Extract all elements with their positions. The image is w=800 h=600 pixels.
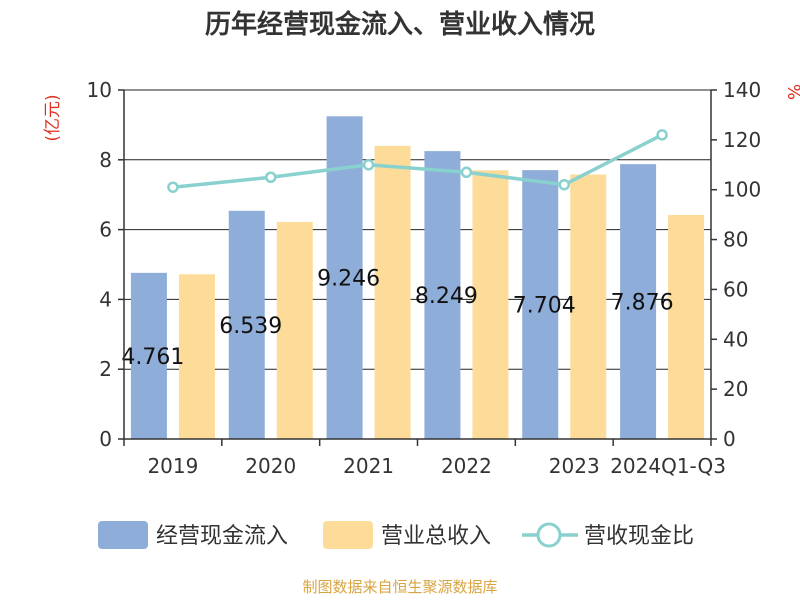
right-axis-unit: % — [783, 84, 800, 100]
left-tick-label: 2 — [99, 357, 112, 381]
data-label: 9.246 — [317, 267, 380, 292]
bars — [130, 116, 705, 439]
x-tick-label: 2021 — [343, 454, 394, 478]
left-tick-label: 8 — [99, 148, 112, 172]
left-tick-label: 0 — [99, 427, 112, 451]
data-label: 4.761 — [121, 345, 184, 370]
legend-label-cash-inflow: 经营现金流入 — [156, 524, 288, 549]
bar-cash-inflow — [522, 170, 559, 439]
right-tick-label: 20 — [723, 377, 748, 401]
data-label: 6.539 — [219, 314, 282, 339]
right-tick-label: 120 — [723, 128, 761, 152]
x-tick-label: 2024Q1-Q3 — [610, 454, 726, 478]
legend: 经营现金流入 营业总收入 营收现金比 — [98, 521, 694, 549]
right-tick-label: 40 — [723, 327, 748, 351]
left-axis-unit: (亿元) — [43, 94, 63, 141]
bar-cash-inflow — [228, 210, 265, 439]
ratio-line — [167, 129, 668, 193]
x-tick-label: 2022 — [441, 454, 492, 478]
ratio-line-path — [172, 133, 663, 189]
ratio-point — [558, 178, 570, 191]
x-tick-label: 2019 — [147, 454, 198, 478]
data-label: 8.249 — [415, 284, 478, 309]
bar-revenue — [276, 221, 313, 439]
data-label: 7.876 — [611, 291, 674, 316]
right-tick-label: 140 — [723, 78, 761, 102]
bar-cash-inflow — [130, 272, 167, 439]
bar-revenue — [570, 174, 607, 439]
ratio-point — [362, 159, 375, 171]
left-tick-label: 4 — [99, 287, 112, 311]
legend-swatch-marker — [536, 522, 562, 548]
ratio-point — [265, 171, 277, 183]
legend-label-ratio: 营收现金比 — [584, 524, 694, 549]
data-label: 7.704 — [513, 294, 576, 319]
source-note: 制图数据来自恒生聚源数据库 — [302, 578, 497, 596]
right-tick-label: 80 — [723, 228, 748, 252]
x-tick-label: 2020 — [245, 454, 296, 478]
bar-revenue — [178, 274, 215, 439]
right-tick-label: 60 — [723, 277, 748, 301]
data-labels: 4.761 6.539 9.246 8.249 7.704 7.876 — [121, 267, 673, 370]
right-tick-label: 0 — [723, 427, 736, 451]
bar-revenue — [374, 145, 411, 439]
x-tick-label: 2023 — [549, 454, 600, 478]
bar-cash-inflow — [424, 151, 461, 439]
legend-swatch-cash-inflow — [98, 521, 148, 549]
bar-cash-inflow — [620, 164, 657, 439]
left-tick-label: 10 — [87, 78, 112, 102]
bar-revenue — [472, 170, 509, 439]
legend-label-revenue: 营业总收入 — [381, 524, 491, 549]
left-tick-label: 6 — [99, 218, 112, 242]
ratio-point — [656, 129, 668, 141]
ratio-point — [167, 181, 179, 193]
legend-swatch-revenue — [323, 521, 373, 549]
chart-title: 历年经营现金流入、营业收入情况 — [205, 9, 595, 40]
ratio-point — [460, 166, 473, 179]
right-tick-label: 100 — [723, 178, 761, 202]
bar-revenue — [668, 214, 705, 439]
